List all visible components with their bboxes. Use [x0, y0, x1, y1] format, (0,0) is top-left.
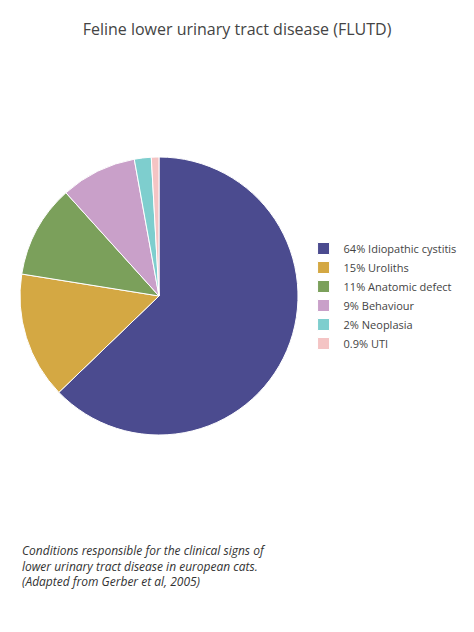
svg-text:Feline lower urinary tract dis: Feline lower urinary tract disease (FLUT… — [83, 18, 392, 40]
svg-text:11% Anatomic defect: 11% Anatomic defect — [344, 279, 452, 294]
svg-text:9% Behaviour: 9% Behaviour — [344, 298, 415, 313]
svg-text:0.9% UTI: 0.9% UTI — [344, 336, 389, 351]
svg-text:64% Idiopathic cystitis: 64% Idiopathic cystitis — [344, 241, 457, 256]
svg-text:2% Neoplasia: 2% Neoplasia — [344, 317, 413, 332]
svg-text:15% Uroliths: 15% Uroliths — [344, 260, 409, 275]
svg-text:Conditions responsible for the: Conditions responsible for the clinical … — [22, 542, 266, 590]
